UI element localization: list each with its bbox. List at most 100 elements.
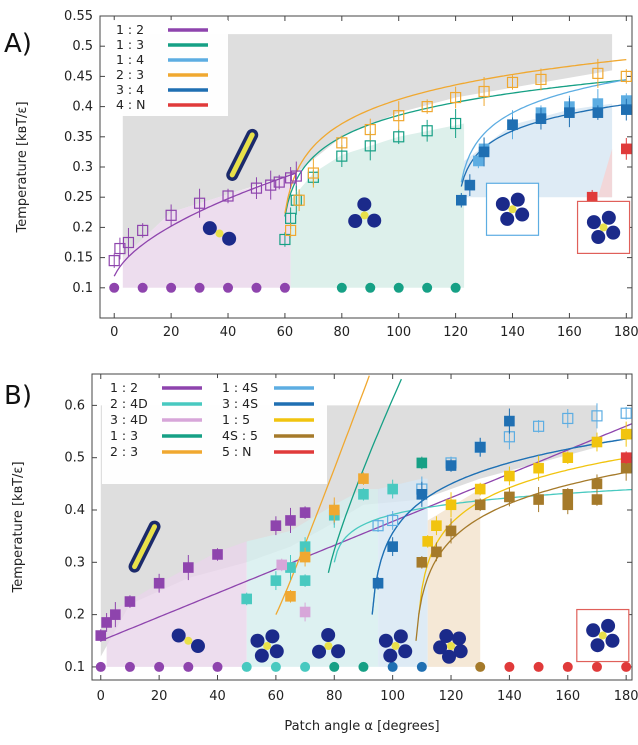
data-point	[270, 575, 282, 586]
molecule-sphere	[378, 633, 393, 648]
data-point	[336, 150, 348, 162]
data-point	[620, 462, 632, 474]
data-point	[299, 606, 311, 618]
legend-label: 3 : 4S	[222, 396, 258, 411]
x-tick-label: 20	[163, 325, 180, 340]
molecule-sphere	[393, 629, 408, 644]
fit-2-3	[284, 58, 627, 214]
ground-point	[591, 661, 602, 672]
molecule-sphere	[383, 648, 398, 663]
x-axis-title: Patch angle α [degrees]	[284, 719, 439, 734]
molecule-sphere	[510, 192, 525, 207]
data-point	[336, 137, 348, 149]
molecule-core	[215, 229, 224, 238]
molecule-sphere	[605, 633, 620, 648]
ground-point	[621, 661, 632, 672]
data-point	[456, 194, 467, 206]
ground-point	[422, 282, 433, 293]
data-point	[592, 107, 604, 118]
molecule-sphere	[586, 215, 601, 230]
data-point	[431, 546, 442, 558]
y-axis-title: Temperature [kʙT/ε]	[11, 461, 26, 593]
data-point	[474, 441, 486, 453]
data-point	[364, 140, 376, 152]
data-point	[358, 473, 369, 484]
molecule-sphere	[269, 644, 284, 659]
data-point	[621, 104, 632, 115]
molecule-sphere	[601, 618, 616, 633]
x-tick-label: 140	[497, 689, 522, 704]
molecule-sphere	[452, 631, 467, 646]
data-point	[416, 457, 428, 469]
ground-point	[194, 282, 205, 293]
data-point	[535, 113, 547, 124]
data-point	[504, 491, 515, 503]
data-point	[101, 617, 112, 628]
legend: 1 : 22 : 4D3 : 4D1 : 32 : 3 1 : 4S3 : 4S1…	[102, 378, 327, 484]
x-tick-label: 160	[555, 689, 580, 704]
shade-blue	[464, 103, 613, 198]
y-axis-title: Temperature [kʙT/ε]	[15, 101, 30, 233]
molecule-sphere	[250, 633, 265, 648]
x-tick-label: 60	[268, 689, 285, 704]
ground-point	[533, 661, 544, 672]
data-point	[473, 155, 484, 167]
data-point	[212, 549, 223, 560]
legend: 1 : 21 : 31 : 42 : 33 : 44 : N	[108, 20, 228, 116]
data-point	[290, 170, 302, 182]
data-point	[474, 483, 486, 495]
molecule-sphere	[321, 628, 336, 643]
molecule-core	[360, 211, 369, 220]
molecule-core	[184, 636, 193, 645]
molecule-sphere	[357, 197, 372, 212]
ground-point	[109, 282, 120, 293]
ground-point	[270, 661, 281, 672]
data-point	[122, 236, 135, 249]
legend-label: 1 : 2	[116, 22, 144, 37]
data-point	[620, 70, 632, 83]
y-tick-label: 0.55	[64, 9, 93, 24]
data-point	[307, 167, 319, 179]
molecule-core	[598, 631, 607, 640]
legend-label: 2 : 3	[110, 444, 138, 459]
data-point	[620, 452, 632, 463]
y-tick-label: 0.25	[64, 190, 93, 205]
y-tick-label: 0.1	[72, 281, 93, 296]
molecule-core	[391, 642, 400, 650]
y-tick-label: 0.35	[64, 130, 93, 145]
molecule-sphere	[312, 644, 327, 659]
x-tick-label: 40	[209, 689, 226, 704]
x-tick-label: 180	[614, 689, 638, 704]
legend-label: 3 : 4	[116, 82, 144, 97]
data-point	[364, 123, 376, 136]
ground-point	[95, 661, 106, 672]
molecule-core	[263, 642, 272, 650]
data-point	[358, 489, 369, 500]
y-tick-label: 0.15	[64, 251, 93, 266]
chart-panel-1: 0 20 40 60 80 100 120 140 160 180 0.1 0.15 0.2 0.25 0.…	[4, 9, 638, 340]
ground-point	[504, 661, 515, 672]
y-tick-label: 0.4	[64, 503, 85, 518]
molecule-sphere	[515, 207, 530, 222]
particle-illustration	[378, 629, 413, 663]
data-point	[250, 182, 263, 194]
legend-label: 1 : 5	[222, 412, 250, 427]
data-point	[591, 436, 603, 448]
x-tick-label: 100	[380, 689, 405, 704]
data-point	[273, 176, 285, 188]
molecule-sphere	[606, 225, 621, 240]
data-point	[265, 179, 277, 191]
molecule-sphere	[601, 210, 616, 225]
molecule-core	[447, 642, 456, 650]
ground-point	[358, 661, 369, 672]
data-point	[591, 478, 603, 490]
data-point	[193, 197, 206, 209]
x-tick-label: 60	[277, 325, 294, 340]
data-point	[532, 420, 545, 432]
y-tick-label: 0.2	[64, 608, 85, 623]
legend-label: 3 : 4D	[110, 412, 148, 427]
x-tick-label: 180	[614, 325, 638, 340]
data-point	[183, 562, 194, 573]
data-point	[416, 489, 428, 500]
